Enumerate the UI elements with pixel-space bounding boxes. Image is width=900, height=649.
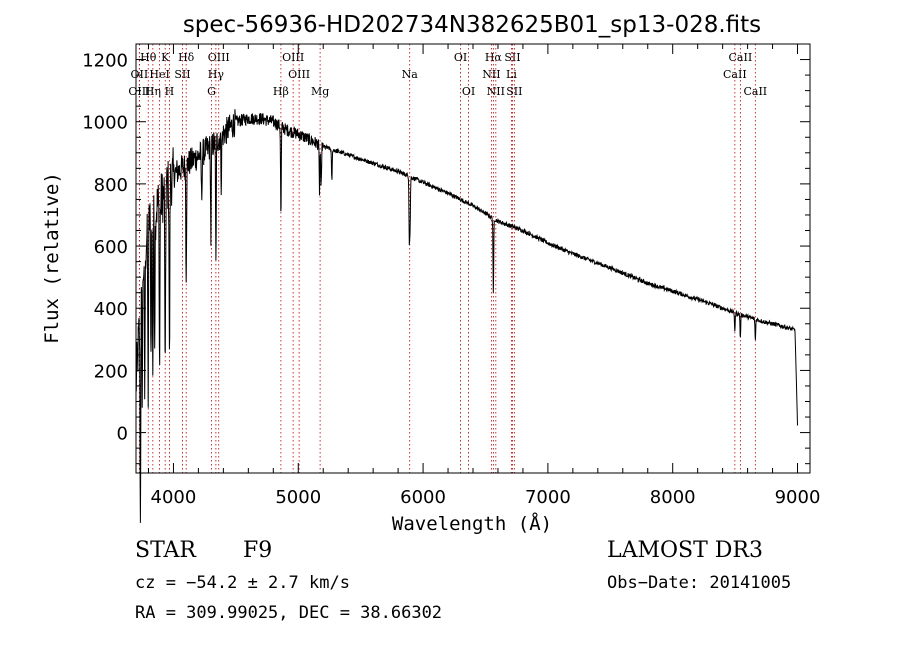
x-tick-label-2: 6000 bbox=[400, 487, 446, 508]
marker-label-24: SII bbox=[506, 85, 522, 98]
marker-label-2: OIII bbox=[128, 85, 150, 98]
x-tick-label-0: 4000 bbox=[151, 487, 197, 508]
redshift-velocity: cz = −54.2 ± 2.7 km/s bbox=[135, 573, 350, 593]
y-tick-label-0: 0 bbox=[117, 424, 128, 445]
x-tick-label-5: 9000 bbox=[775, 487, 821, 508]
marker-label-17: OI bbox=[454, 51, 467, 64]
marker-label-13: OIII bbox=[288, 68, 310, 81]
marker-label-0: Hθ bbox=[140, 51, 157, 64]
y-axis: 0 200 400 600 800 1000 1200 bbox=[82, 51, 810, 465]
marker-label-5: Hη bbox=[145, 85, 161, 98]
marker-label-16: Na bbox=[402, 68, 419, 81]
x-tick-label-3: 7000 bbox=[525, 487, 571, 508]
survey-name: LAMOST DR3 bbox=[607, 538, 763, 563]
marker-label-27: CaII bbox=[743, 85, 767, 98]
marker-label-7: Hδ bbox=[178, 51, 195, 64]
marker-label-21: NII bbox=[482, 68, 500, 81]
marker-label-19: Hα bbox=[485, 51, 503, 64]
marker-label-25: CaII bbox=[729, 51, 753, 64]
y-tick-label-4: 800 bbox=[94, 175, 128, 196]
marker-label-26: CaII bbox=[723, 68, 747, 81]
marker-label-8: SII bbox=[174, 68, 190, 81]
marker-label-12: OIII bbox=[282, 51, 304, 64]
y-axis-label: Flux (relative) bbox=[41, 172, 63, 344]
spectrum-line bbox=[135, 109, 798, 523]
y-tick-label-1: 200 bbox=[94, 361, 128, 382]
marker-label-4: HeI bbox=[149, 68, 169, 81]
marker-label-15: Mg bbox=[311, 85, 329, 98]
marker-label-6: H bbox=[165, 85, 175, 98]
chart-title: spec-56936-HD202734N382625B01_sp13-028.f… bbox=[183, 12, 761, 38]
marker-label-22: Li bbox=[506, 68, 517, 81]
coordinates: RA = 309.99025, DEC = 38.66302 bbox=[135, 603, 443, 623]
marker-label-20: SII bbox=[504, 51, 520, 64]
observation-date: Obs−Date: 20141005 bbox=[607, 573, 792, 593]
marker-label-23: NII bbox=[487, 85, 505, 98]
emission-line-markers: Hθ OII OIII K HeI Hη H Hδ SII OIII Hγ G OIII OIII Hβ Mg… bbox=[128, 44, 767, 473]
object-subclass: F9 bbox=[243, 538, 273, 563]
marker-label-14: Hβ bbox=[273, 85, 289, 98]
x-axis-label: Wavelength (Å) bbox=[392, 512, 552, 535]
x-axis: 4000 5000 6000 7000 8000 9000 bbox=[147, 44, 821, 508]
marker-label-9: OIII bbox=[208, 51, 230, 64]
marker-label-18: OI bbox=[462, 85, 475, 98]
x-tick-label-4: 8000 bbox=[650, 487, 696, 508]
marker-label-10: Hγ bbox=[208, 68, 225, 81]
object-class: STAR bbox=[135, 538, 196, 563]
x-tick-label-1: 5000 bbox=[275, 487, 321, 508]
marker-label-3: K bbox=[161, 51, 170, 64]
y-tick-label-5: 1000 bbox=[82, 113, 128, 134]
marker-label-1: OII bbox=[131, 68, 149, 81]
y-tick-label-6: 1200 bbox=[82, 51, 128, 72]
spectrum-chart: spec-56936-HD202734N382625B01_sp13-028.f… bbox=[41, 12, 821, 535]
y-tick-label-3: 600 bbox=[94, 237, 128, 258]
y-tick-label-2: 400 bbox=[94, 299, 128, 320]
marker-label-11: G bbox=[207, 85, 216, 98]
plot-frame bbox=[135, 43, 811, 474]
